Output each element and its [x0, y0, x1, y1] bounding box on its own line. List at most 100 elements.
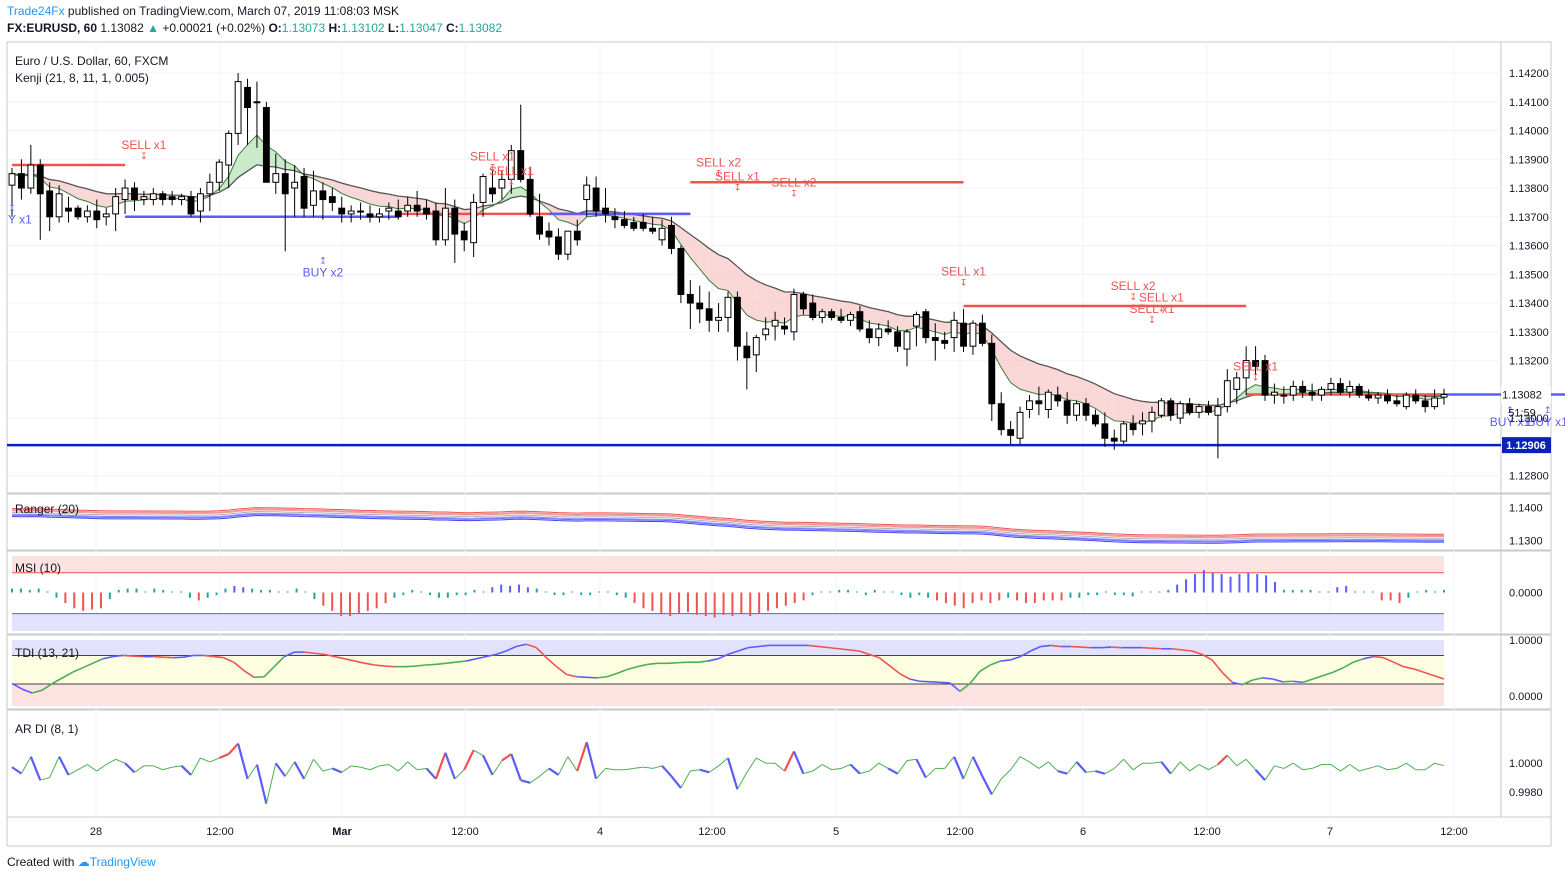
tdi-line-segment — [132, 655, 144, 658]
ardi-line-segment — [726, 757, 739, 790]
ma-cloud-segment — [379, 192, 389, 207]
candle-body — [630, 222, 638, 229]
tdi-line-segment — [516, 643, 527, 648]
candle-body — [1242, 360, 1250, 379]
ardi-line-segment — [887, 767, 899, 775]
candle-body — [517, 150, 525, 180]
ardi-line-segment — [492, 760, 503, 776]
candle-body — [913, 314, 920, 327]
tdi-line-segment — [808, 644, 819, 648]
ardi-line-segment — [868, 762, 880, 772]
ranger-pane[interactable]: 1.1400 1.1300 — [11, 503, 1543, 548]
ardi-line-segment — [1396, 762, 1407, 769]
ardi-line-segment — [915, 758, 927, 779]
tdi-title: TDI (13, 21) — [15, 646, 79, 660]
high-value: 1.13102 — [341, 21, 385, 35]
main-title: Euro / U.S. Dollar, 60, FXCM — [15, 54, 168, 68]
candle-body — [423, 207, 430, 215]
buy-signal-label: BUY x1 — [1490, 415, 1531, 429]
tdi-line-segment — [425, 663, 436, 666]
tdi-line-segment — [717, 653, 729, 660]
tdi-line-segment — [586, 676, 597, 679]
tdi-line-segment — [435, 662, 446, 666]
author-link[interactable]: Trade24Fx — [7, 4, 65, 18]
candle-body — [847, 314, 854, 321]
candle-body — [319, 190, 327, 201]
candle-body — [1082, 403, 1090, 416]
tdi-line-segment — [1282, 680, 1293, 683]
tdi-line-segment — [223, 656, 235, 663]
buy-arrow-icon: ↥ — [319, 255, 327, 265]
tdi-line-segment — [465, 658, 477, 662]
ardi-line-segment — [736, 772, 748, 790]
symbol-label: FX:EURUSD, 60 — [7, 21, 98, 35]
ma-cloud-segment — [935, 320, 945, 335]
ma-cloud-segment — [247, 135, 257, 172]
ardi-pane[interactable]: 1.0000 0.9980 — [11, 741, 1543, 804]
ardi-line-segment — [1010, 756, 1021, 771]
ardi-line-segment — [96, 764, 107, 772]
ardi-line-segment — [643, 766, 653, 769]
ma-cloud-segment — [1095, 384, 1105, 416]
tdi-line-segment — [11, 682, 23, 690]
candle-body — [1318, 388, 1325, 396]
sell-arrow-icon: ↧ — [1158, 303, 1166, 313]
tdi-line-segment — [919, 680, 930, 683]
low-label: L: — [387, 21, 400, 35]
candle-body — [592, 187, 600, 212]
candle-body — [234, 81, 242, 134]
ma-cloud-segment — [728, 258, 738, 303]
tdi-line-segment — [989, 660, 1001, 666]
tdi-line-segment — [213, 655, 224, 659]
candle-body — [1176, 403, 1184, 419]
price-tick-label: 1.13600 — [1509, 241, 1549, 253]
ardi-line-segment — [1387, 767, 1397, 771]
candle-body — [27, 164, 35, 189]
ma-cloud-segment — [558, 208, 568, 223]
candle-body — [526, 178, 534, 215]
ardi-line-segment — [444, 752, 456, 780]
ma-cloud-segment — [1123, 396, 1134, 424]
candle-body — [950, 319, 958, 339]
sell-arrow-icon: ↧ — [1148, 315, 1156, 325]
msi-pane[interactable]: 0.0000 — [11, 556, 1543, 631]
ardi-line-segment — [557, 756, 569, 776]
ardi-line-segment — [849, 763, 861, 775]
ma-cloud-segment — [869, 307, 879, 325]
sell-signal-label: SELL x1 — [1129, 302, 1174, 316]
msi-upper-zone — [12, 556, 1444, 573]
sell-signal-label: SELL x1 — [1233, 359, 1278, 373]
tdi-line-segment — [1211, 659, 1223, 673]
tdi-line-segment — [949, 682, 961, 692]
ardi-line-segment — [1330, 764, 1341, 772]
candle-body — [1101, 423, 1109, 439]
ardi-line-segment — [859, 770, 870, 775]
close-label: C: — [445, 21, 459, 35]
time-axis[interactable]: 28 12:00 Mar 12:00 4 12:00 5 12:00 6 12:00 7 12:00 — [90, 826, 1468, 838]
sell-arrow-icon: ↧ — [140, 151, 148, 161]
tdi-pane[interactable]: 1.0000 0.0000 — [11, 635, 1543, 706]
candle-body — [93, 210, 101, 221]
candle-body — [498, 178, 506, 189]
candle-body — [705, 308, 713, 321]
ma-cloud-segment — [68, 183, 78, 199]
last-price-box — [1501, 386, 1551, 403]
tdi-line-segment — [102, 655, 114, 660]
tradingview-logo-icon[interactable]: ☁ — [77, 855, 90, 869]
candle-body — [376, 213, 383, 218]
ardi-line-segment — [1095, 769, 1106, 775]
tradingview-link[interactable]: TradingView — [89, 855, 156, 869]
tdi-line-segment — [1111, 646, 1122, 649]
msi-tick-label: 0.0000 — [1509, 588, 1543, 600]
ardi-line-segment — [341, 765, 352, 773]
ardi-line-segment — [434, 752, 447, 780]
ardi-line-segment — [585, 742, 598, 780]
ardi-line-segment — [1019, 756, 1030, 763]
tdi-line-segment — [1050, 644, 1061, 648]
ardi-line-segment — [708, 765, 719, 773]
candle-body — [931, 337, 939, 341]
ardi-line-segment — [690, 769, 700, 772]
candle-body — [865, 328, 873, 339]
